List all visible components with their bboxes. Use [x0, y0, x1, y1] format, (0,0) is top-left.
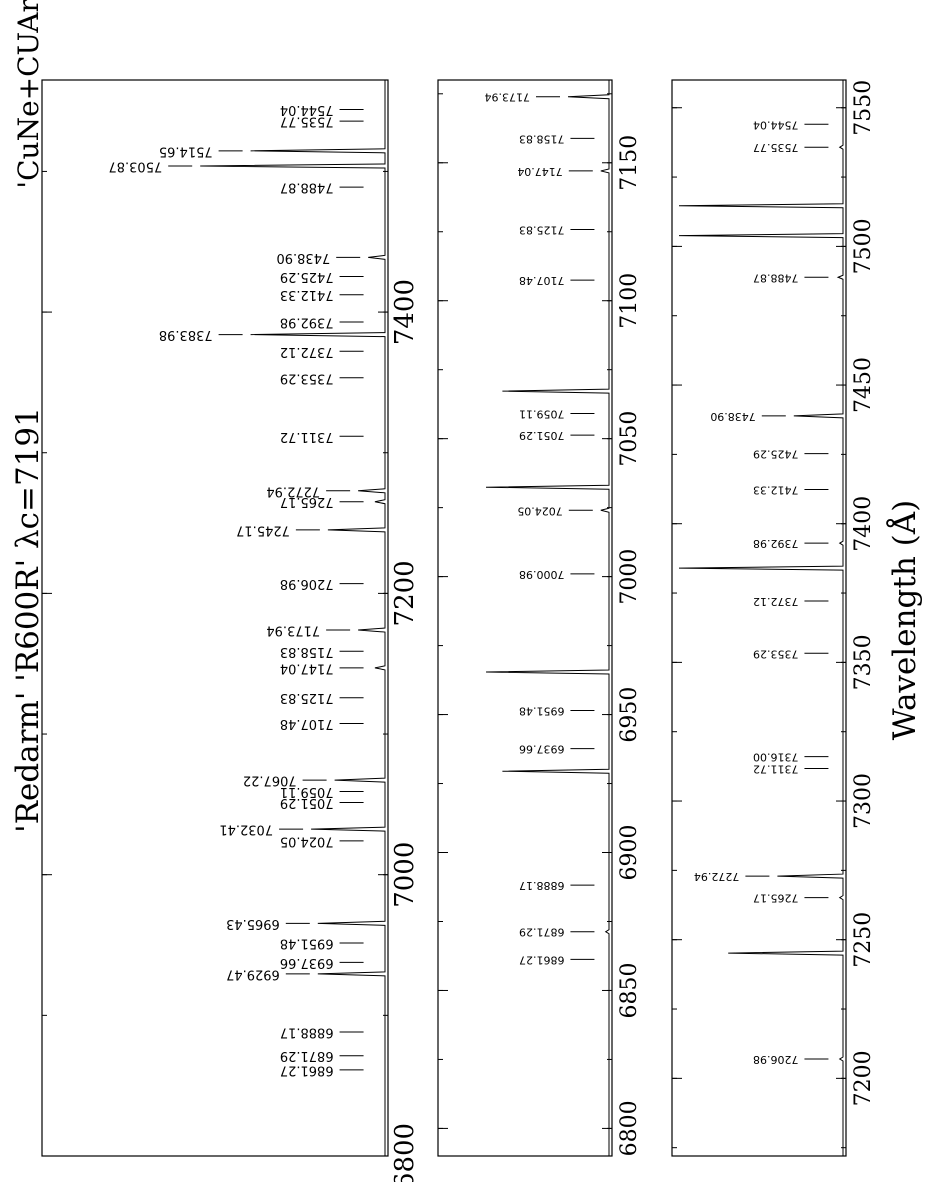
line-label: 7272.94 — [266, 483, 320, 498]
line-label: 7438.90 — [276, 250, 330, 265]
line-label: 7544.04 — [753, 118, 799, 131]
figure-title-left: 'Redarm' 'R600R' λc=7191 — [10, 407, 46, 833]
line-label: 7206.98 — [753, 1053, 799, 1066]
x-tick-label: 6800 — [617, 1100, 642, 1156]
line-label: 7173.94 — [266, 623, 320, 638]
line-label: 7412.33 — [753, 484, 799, 497]
line-label: 7024.05 — [517, 504, 563, 517]
line-label: 7051.29 — [519, 429, 565, 442]
line-label: 6951.48 — [519, 704, 565, 717]
line-label: 7425.29 — [753, 448, 799, 461]
x-tick-label: 7200 — [390, 560, 420, 626]
x-tick-label: 7200 — [851, 1050, 876, 1106]
x-tick-label: 7400 — [390, 279, 420, 345]
line-label: 6929.47 — [226, 966, 280, 981]
line-label: 7147.04 — [517, 165, 563, 178]
line-label: 7272.94 — [694, 870, 740, 883]
spectrum-trace — [485, 80, 610, 1156]
line-label: 7147.04 — [280, 660, 334, 675]
line-label: 7353.29 — [753, 647, 799, 660]
line-label: 7265.17 — [280, 494, 334, 509]
line-label: 7353.29 — [280, 370, 334, 385]
x-tick-label: 7500 — [851, 218, 876, 274]
plot-frame — [671, 79, 847, 1157]
line-label: 7158.83 — [280, 644, 334, 659]
x-tick-label: 7050 — [617, 411, 642, 467]
line-label: 7488.87 — [753, 271, 799, 284]
line-label: 7000.98 — [519, 568, 565, 581]
x-tick-label: 7350 — [851, 634, 876, 690]
x-tick-label: 7550 — [851, 80, 876, 136]
line-label: 7107.48 — [280, 716, 334, 731]
x-tick-label: 7450 — [851, 357, 876, 413]
plot-frame — [437, 79, 613, 1157]
line-label: 6965.43 — [226, 916, 280, 931]
x-tick-label: 7150 — [617, 135, 642, 191]
x-tick-label: 7000 — [390, 842, 420, 908]
x-tick-label: 7000 — [617, 549, 642, 605]
x-tick-label: 6900 — [617, 825, 642, 881]
line-label: 7024.05 — [280, 833, 334, 848]
line-label: 7206.98 — [280, 576, 334, 591]
line-label: 7311.72 — [280, 429, 334, 444]
x-axis-label: Wavelength (Å) — [885, 500, 923, 740]
line-label: 7488.87 — [280, 180, 334, 195]
panel-blue-half: 6800 6850 6900 6950 7000 7050 7100 7150 6861.27 6… — [437, 79, 642, 1157]
line-label: 7383.98 — [159, 327, 213, 342]
line-label: 7392.98 — [753, 537, 799, 550]
line-label: 7311.72 — [753, 763, 799, 776]
plot-frame — [41, 79, 389, 1157]
line-label: 6871.29 — [280, 1048, 334, 1063]
line-label: 6937.66 — [519, 743, 565, 756]
line-label: 7032.41 — [219, 822, 273, 837]
line-label: 7372.12 — [753, 595, 799, 608]
line-label: 6861.27 — [519, 953, 565, 966]
line-label: 7125.83 — [519, 223, 565, 236]
line-label: 7107.48 — [519, 274, 565, 287]
line-label: 7158.83 — [519, 132, 565, 145]
figure-title-right: 'CuNe+CUAr' — [12, 0, 45, 189]
spectrum-trace — [200, 80, 386, 1156]
x-tick-label: 7300 — [851, 773, 876, 829]
line-label: 7425.29 — [280, 269, 334, 284]
line-label: 7051.29 — [280, 795, 334, 810]
line-label: 6888.17 — [519, 879, 565, 892]
x-tick-label: 7250 — [851, 912, 876, 968]
x-tick-label: 6850 — [617, 962, 642, 1018]
line-label: 7412.33 — [280, 287, 334, 302]
line-label: 7067.22 — [243, 773, 297, 788]
line-label: 7245.17 — [236, 522, 290, 537]
line-label: 7514.65 — [159, 143, 213, 158]
line-label: 7059.11 — [280, 784, 334, 799]
line-label: 7316.00 — [753, 751, 799, 764]
spectrum-trace — [678, 80, 844, 1156]
line-label: 6951.48 — [280, 935, 334, 950]
line-label: 7265.17 — [753, 892, 799, 905]
line-label: 7503.87 — [108, 158, 162, 173]
line-label: 6888.17 — [280, 1024, 334, 1039]
line-label: 6861.27 — [280, 1062, 334, 1077]
line-label: 7535.77 — [753, 141, 799, 154]
line-label: 7372.12 — [280, 344, 334, 359]
x-tick-label: 6950 — [617, 687, 642, 743]
line-label: 7544.04 — [280, 102, 334, 117]
x-tick-label: 7400 — [851, 496, 876, 552]
panel-red-half: 7200 7250 7300 7350 7400 7450 7500 7550 7206.98 7… — [671, 79, 876, 1157]
x-tick-label: 6800 — [390, 1123, 420, 1182]
x-tick-label: 7100 — [617, 273, 642, 329]
line-label: 7392.98 — [280, 314, 334, 329]
line-label: 6871.29 — [519, 926, 565, 939]
line-label: 7059.11 — [519, 408, 565, 421]
line-label: 7438.90 — [710, 410, 756, 423]
line-label: 6937.66 — [280, 955, 334, 970]
line-label: 7173.94 — [485, 91, 531, 104]
line-label: 7125.83 — [280, 690, 334, 705]
line-label: 7535.77 — [280, 114, 334, 129]
